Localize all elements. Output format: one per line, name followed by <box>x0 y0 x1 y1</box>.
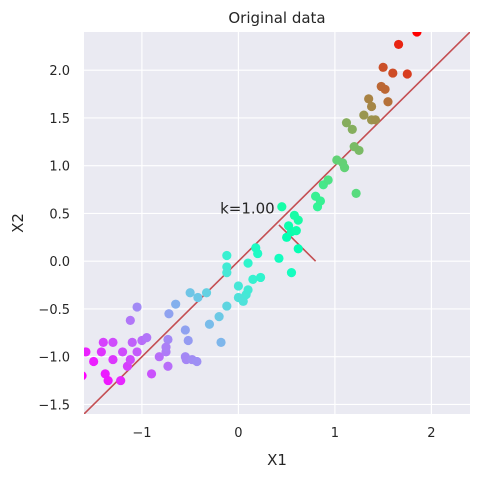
data-point <box>108 337 118 347</box>
data-point <box>185 288 195 298</box>
data-point <box>132 302 142 312</box>
data-point <box>364 94 374 104</box>
grid <box>84 32 470 414</box>
data-point <box>161 342 171 352</box>
normal-segment <box>278 224 317 262</box>
data-point <box>370 115 381 125</box>
data-point <box>214 311 224 322</box>
y-tick-label: −0.5 <box>38 303 70 318</box>
data-point <box>164 309 174 319</box>
data-point <box>347 124 357 135</box>
y-tick-labels: −1.5 −1.0 −0.5 0.0 0.5 1.0 1.5 2.0 <box>38 64 70 413</box>
data-point <box>201 288 212 298</box>
data-point <box>251 243 261 253</box>
data-point <box>163 361 173 371</box>
data-point <box>323 175 333 185</box>
data-point <box>163 334 173 345</box>
data-point <box>180 325 190 335</box>
y-tick-label: −1.5 <box>38 398 70 413</box>
x-tick-labels: −1 0 1 2 <box>132 426 435 441</box>
data-point <box>222 301 232 311</box>
data-point <box>146 369 157 379</box>
data-point <box>233 281 243 291</box>
data-point <box>127 337 137 347</box>
data-point <box>125 354 135 365</box>
data-point <box>222 268 232 278</box>
data-point <box>255 272 266 283</box>
data-point <box>286 268 297 278</box>
y-axis-label: X2 <box>9 213 27 233</box>
data-point <box>366 101 377 112</box>
data-point <box>293 244 303 254</box>
x-tick-label: 1 <box>331 426 339 441</box>
data-point <box>378 62 388 72</box>
data-point <box>84 347 91 357</box>
y-tick-label: −1.0 <box>38 351 70 366</box>
data-point <box>132 347 142 357</box>
data-point <box>118 347 128 357</box>
y-tick-label: 2.0 <box>49 64 70 79</box>
annotation-label: k=1.00 <box>220 199 275 217</box>
data-point <box>412 32 422 37</box>
data-point <box>351 188 361 198</box>
fit-line <box>84 32 470 414</box>
x-tick-label: 2 <box>427 426 435 441</box>
data-point <box>248 274 258 284</box>
x-tick-label: 0 <box>234 426 242 441</box>
chart-title: Original data <box>228 9 325 27</box>
data-point <box>402 69 412 79</box>
x-axis-label: X1 <box>267 451 287 469</box>
y-tick-label: 0.0 <box>49 255 70 270</box>
data-point <box>154 352 164 362</box>
y-tick-label: 1.0 <box>49 160 70 175</box>
y-tick-label: 0.5 <box>49 207 70 222</box>
data-point <box>84 371 87 380</box>
lines <box>84 32 470 414</box>
data-point <box>341 118 352 128</box>
data-point <box>125 315 135 326</box>
data-point <box>171 299 181 309</box>
data-point <box>274 253 284 263</box>
points <box>84 32 422 386</box>
data-point <box>98 337 108 347</box>
y-tick-label: 1.5 <box>49 112 70 127</box>
data-point <box>96 347 106 357</box>
x-tick-label: −1 <box>132 426 151 441</box>
data-point <box>388 68 398 78</box>
data-point <box>354 145 364 156</box>
data-point <box>116 375 126 386</box>
data-point <box>383 97 393 107</box>
data-point <box>380 84 390 94</box>
data-point <box>192 356 202 367</box>
data-point <box>142 333 152 343</box>
data-point <box>216 337 226 347</box>
data-point <box>359 110 369 120</box>
data-point <box>315 196 326 206</box>
data-point <box>108 354 118 365</box>
data-point <box>222 250 232 261</box>
data-point <box>183 335 193 346</box>
data-point <box>204 319 215 329</box>
data-point <box>277 202 287 212</box>
data-point <box>193 292 203 303</box>
data-point <box>339 163 350 173</box>
data-point <box>243 285 253 295</box>
data-point <box>243 258 253 268</box>
data-point <box>293 215 303 225</box>
data-point <box>291 226 301 236</box>
data-point <box>393 39 404 50</box>
data-point <box>103 375 113 386</box>
data-point <box>89 356 99 367</box>
